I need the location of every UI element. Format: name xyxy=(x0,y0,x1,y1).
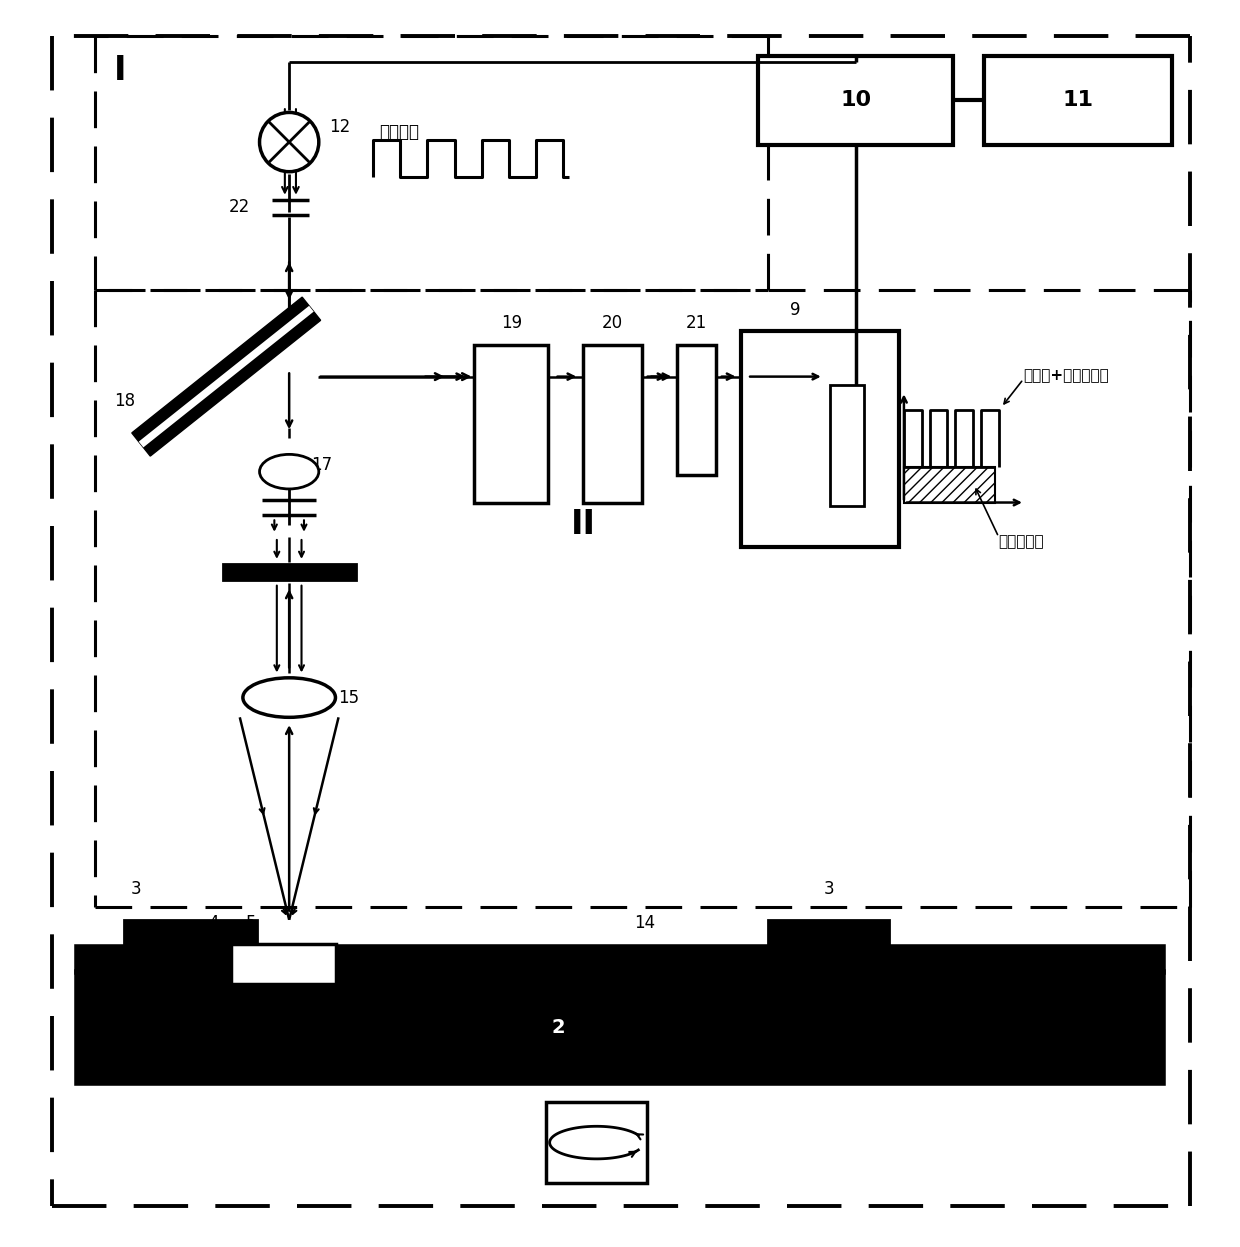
Bar xyxy=(475,344,548,503)
Text: 3: 3 xyxy=(130,879,141,898)
Text: I: I xyxy=(114,54,126,87)
Bar xyxy=(222,564,356,580)
Bar xyxy=(677,344,717,475)
Text: 16: 16 xyxy=(311,564,332,581)
Bar xyxy=(830,385,864,506)
Text: 18: 18 xyxy=(114,393,135,410)
Text: 热辐射强度: 热辐射强度 xyxy=(998,535,1044,550)
Bar xyxy=(583,344,642,503)
Text: 12: 12 xyxy=(329,118,350,136)
Text: 5: 5 xyxy=(246,914,257,932)
Bar xyxy=(758,56,954,145)
Bar xyxy=(77,971,1163,1082)
Text: 14: 14 xyxy=(634,914,655,932)
Text: 4: 4 xyxy=(208,914,218,932)
Text: v: v xyxy=(888,374,895,388)
Text: 9: 9 xyxy=(790,301,801,318)
Bar xyxy=(77,946,1163,971)
Text: 17: 17 xyxy=(311,456,332,475)
Text: 21: 21 xyxy=(686,314,707,332)
Bar xyxy=(985,56,1172,145)
Ellipse shape xyxy=(243,678,336,717)
Text: 15: 15 xyxy=(339,688,360,707)
Bar xyxy=(904,468,994,503)
Polygon shape xyxy=(131,297,321,456)
Circle shape xyxy=(259,112,319,172)
Bar xyxy=(83,976,1157,1077)
Bar xyxy=(768,920,889,971)
Bar xyxy=(742,330,899,547)
Bar xyxy=(231,944,336,984)
Text: 20: 20 xyxy=(603,314,624,332)
Text: 19: 19 xyxy=(501,314,522,332)
Text: 1: 1 xyxy=(590,1134,603,1151)
Text: II: II xyxy=(570,509,595,541)
Text: 2: 2 xyxy=(552,1018,565,1036)
Bar xyxy=(546,1102,647,1182)
Text: 反射光+热辐射强度: 反射光+热辐射强度 xyxy=(1023,368,1109,383)
Ellipse shape xyxy=(259,454,319,489)
Text: 光源信号: 光源信号 xyxy=(379,123,419,141)
Text: 22: 22 xyxy=(228,198,249,217)
Text: 3: 3 xyxy=(823,879,835,898)
Polygon shape xyxy=(139,306,314,448)
Text: 11: 11 xyxy=(1063,90,1094,110)
Bar xyxy=(124,920,257,971)
Text: 10: 10 xyxy=(841,90,872,110)
